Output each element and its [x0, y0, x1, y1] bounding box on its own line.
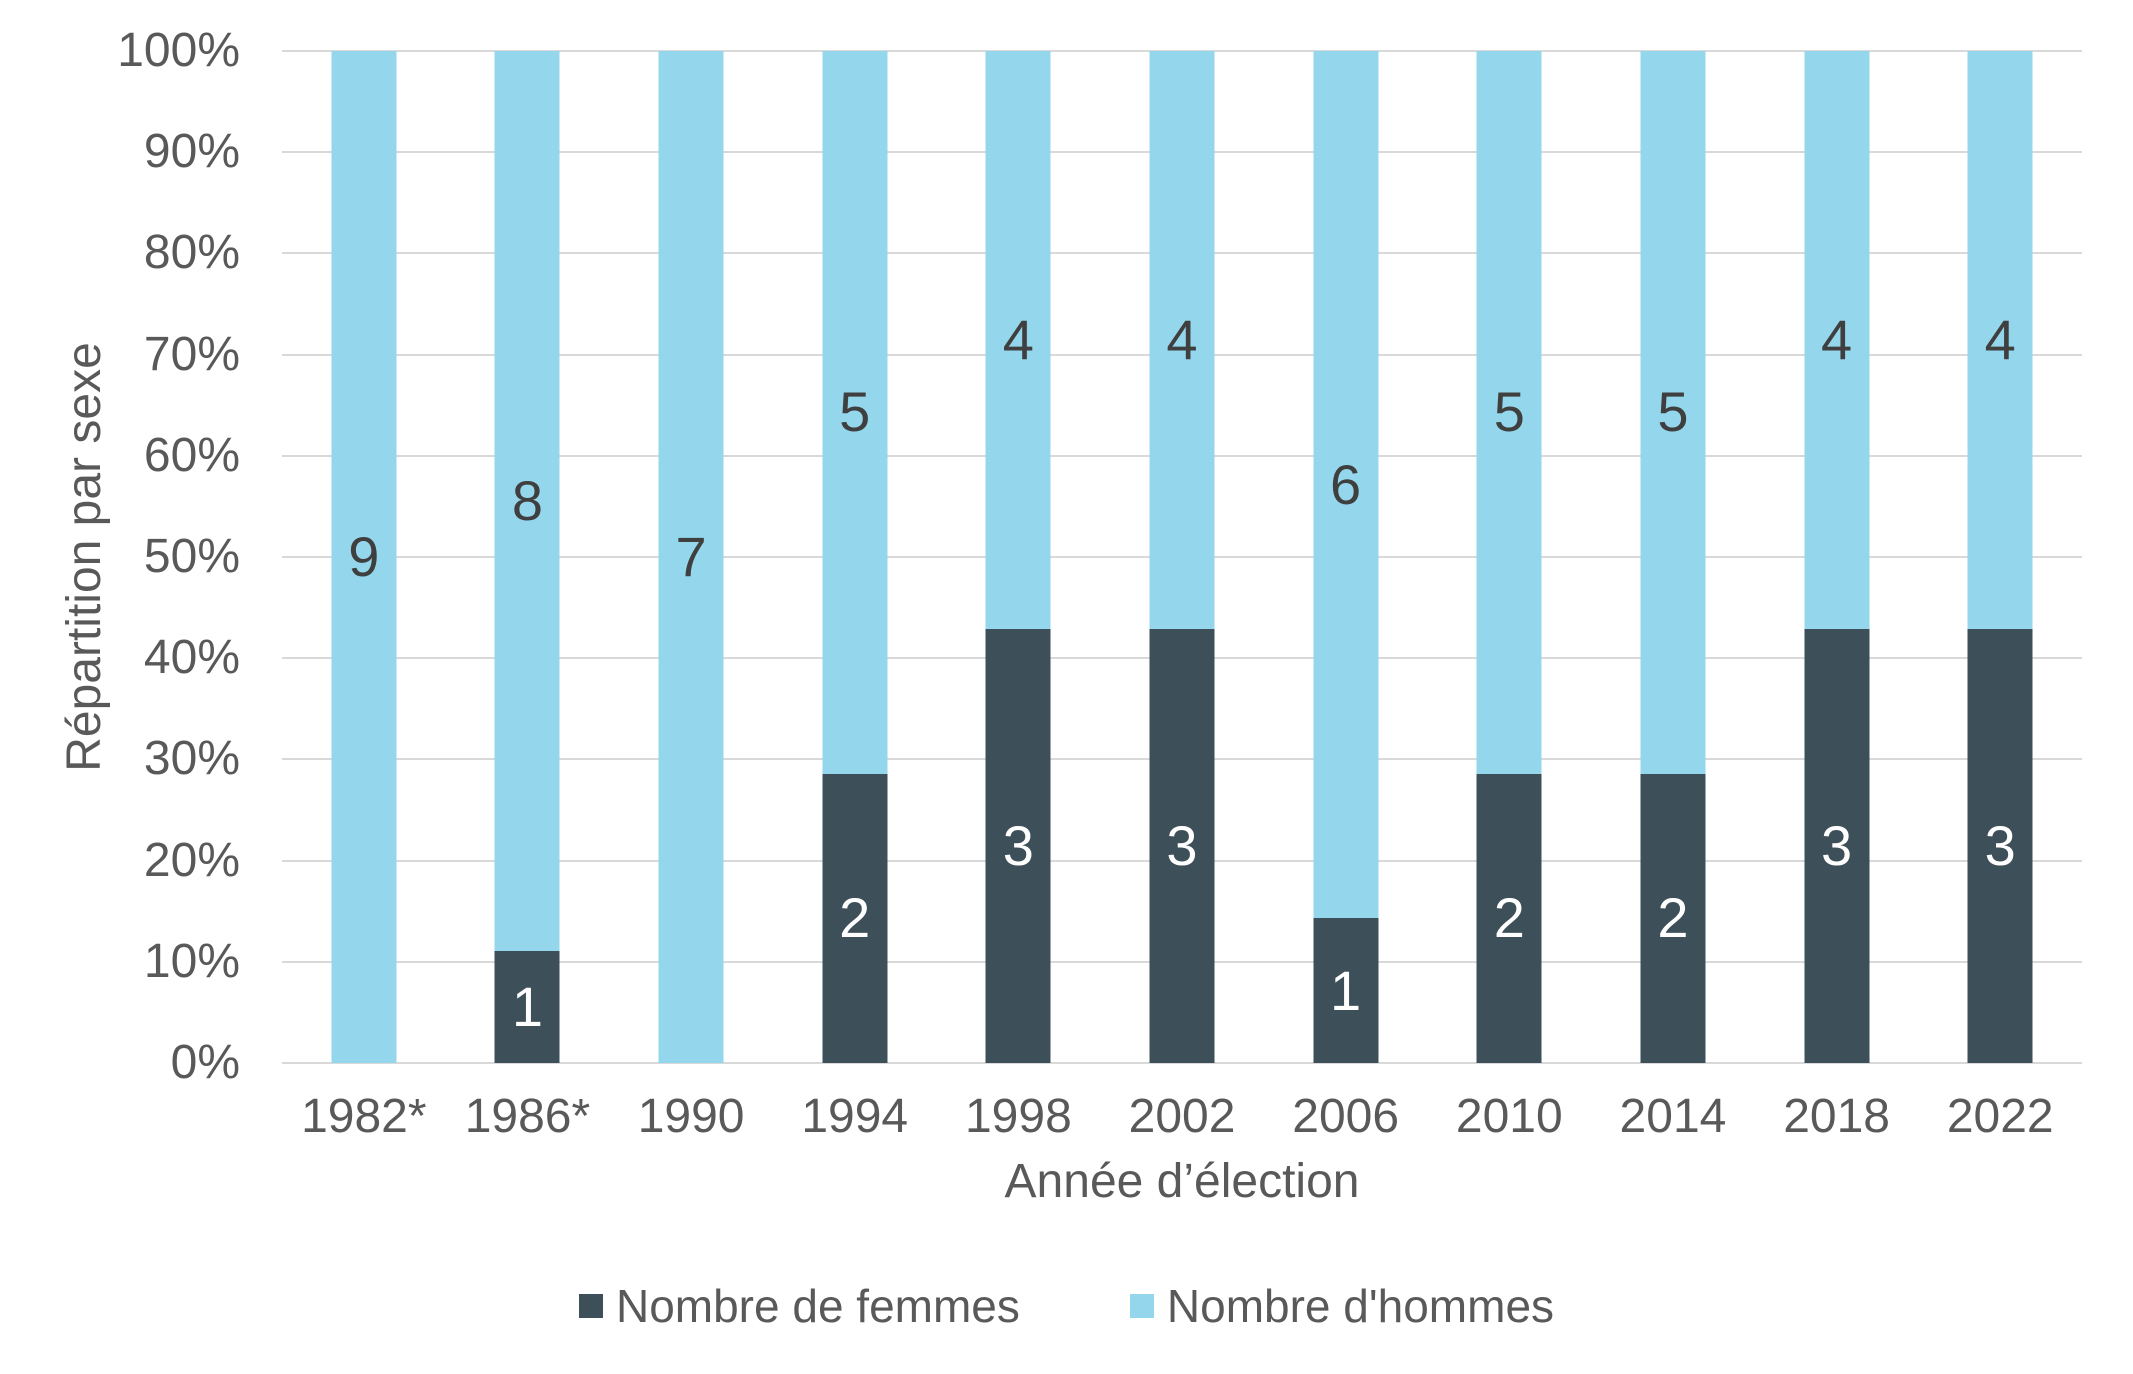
femmes-segment: 3: [985, 629, 1051, 1063]
bar-column-1982: 9: [282, 51, 446, 1063]
y-tick-label: 70%: [143, 327, 240, 381]
legend-item-hommes: Nombre d'hommes: [1129, 1280, 1555, 1332]
hommes-value-label: 4: [1984, 308, 2016, 372]
x-tick-label: 2002: [1128, 1090, 1236, 1143]
x-tick-label: 1990: [637, 1090, 745, 1143]
femmes-segment: 3: [1149, 629, 1215, 1063]
femmes-value-label: 3: [1820, 814, 1853, 878]
hommes-segment: 5: [822, 51, 888, 774]
femmes-value-label: 2: [839, 886, 871, 950]
x-tick-label: 1998: [964, 1090, 1072, 1143]
femmes-segment: 3: [1804, 629, 1870, 1063]
hommes-value-label: 9: [348, 525, 380, 588]
femmes-segment: 2: [1476, 773, 1542, 1063]
x-tick-label: 2014: [1619, 1090, 1727, 1143]
y-tick-label: 20%: [143, 833, 240, 887]
y-tick-label: 80%: [143, 226, 240, 280]
femmes-segment: 1: [494, 950, 560, 1063]
femmes-value-label: 3: [1002, 814, 1034, 878]
y-tick-label: 0%: [170, 1036, 240, 1089]
hommes-segment: 5: [1640, 51, 1706, 774]
femmes-segment: 3: [1967, 629, 2033, 1063]
femmes-value-label: 1: [511, 974, 544, 1038]
hommes-value-label: 4: [1002, 308, 1034, 372]
hommes-value-label: 7: [675, 525, 707, 588]
hommes-value-label: 5: [1657, 380, 1689, 444]
femmes-value-label: 3: [1984, 814, 2016, 878]
femmes-value-label: 2: [1493, 886, 1525, 950]
stacked-bar: 9: [331, 51, 397, 1063]
hommes-value-label: 8: [511, 468, 544, 532]
y-tick-label: 10%: [143, 934, 240, 988]
hommes-legend-label: Nombre d'hommes: [1166, 1280, 1555, 1332]
femmes-segment: 2: [822, 773, 888, 1063]
hommes-value-label: 6: [1330, 452, 1362, 516]
x-tick-label: 1986*: [464, 1090, 591, 1143]
y-tick-label: 50%: [143, 530, 240, 583]
y-gridline: [282, 50, 2082, 52]
hommes-value-label: 5: [839, 380, 871, 444]
y-tick-label: 90%: [143, 125, 240, 179]
femmes-value-label: 1: [1330, 958, 1362, 1022]
x-axis-title: Année d’élection: [1004, 1155, 1360, 1208]
legend-item-femmes: Nombre de femmes: [578, 1280, 1020, 1332]
hommes-segment: 5: [1476, 51, 1542, 774]
femmes-legend-swatch: [578, 1294, 603, 1318]
hommes-legend-swatch: [1129, 1294, 1154, 1318]
x-tick-label: 2022: [1946, 1090, 2054, 1143]
femmes-value-label: 3: [1166, 814, 1198, 878]
bar-column-1990: 7: [609, 51, 773, 1063]
hommes-value-label: 5: [1493, 380, 1525, 444]
x-tick-label: 1982*: [301, 1090, 427, 1143]
hommes-segment: 9: [331, 51, 397, 1063]
x-tick-label: 2018: [1783, 1090, 1890, 1143]
y-tick-label: 60%: [143, 428, 240, 482]
hommes-value-label: 4: [1820, 308, 1853, 372]
y-tick-label: 40%: [143, 631, 240, 685]
x-tick-label: 2006: [1292, 1090, 1400, 1143]
x-tick-label: 1994: [801, 1090, 909, 1143]
femmes-segment: 2: [1640, 773, 1706, 1063]
legend: Nombre de femmes Nombre d'hommes: [0, 1280, 2133, 1332]
stacked-bar: 7: [658, 51, 724, 1063]
hommes-segment: 4: [1967, 51, 2033, 630]
hommes-segment: 7: [658, 51, 724, 1063]
x-axis-tick-labels: 1982* 1986* 1990 1994 1998 2002 2006 2010 2014 20…: [282, 1092, 2082, 1142]
hommes-segment: 8: [494, 51, 560, 951]
y-tick-label: 100%: [117, 24, 240, 77]
femmes-segment: 1: [1313, 918, 1379, 1063]
x-tick-label: 2010: [1455, 1090, 1563, 1143]
y-gridline: [282, 1062, 2082, 1064]
hommes-segment: 4: [1804, 51, 1870, 630]
hommes-segment: 6: [1313, 51, 1379, 919]
y-tick-label: 30%: [143, 732, 240, 786]
hommes-segment: 4: [985, 51, 1051, 630]
femmes-legend-label: Nombre de femmes: [615, 1280, 1020, 1332]
hommes-segment: 4: [1149, 51, 1215, 630]
hommes-value-label: 4: [1166, 308, 1198, 372]
femmes-value-label: 2: [1657, 886, 1689, 950]
